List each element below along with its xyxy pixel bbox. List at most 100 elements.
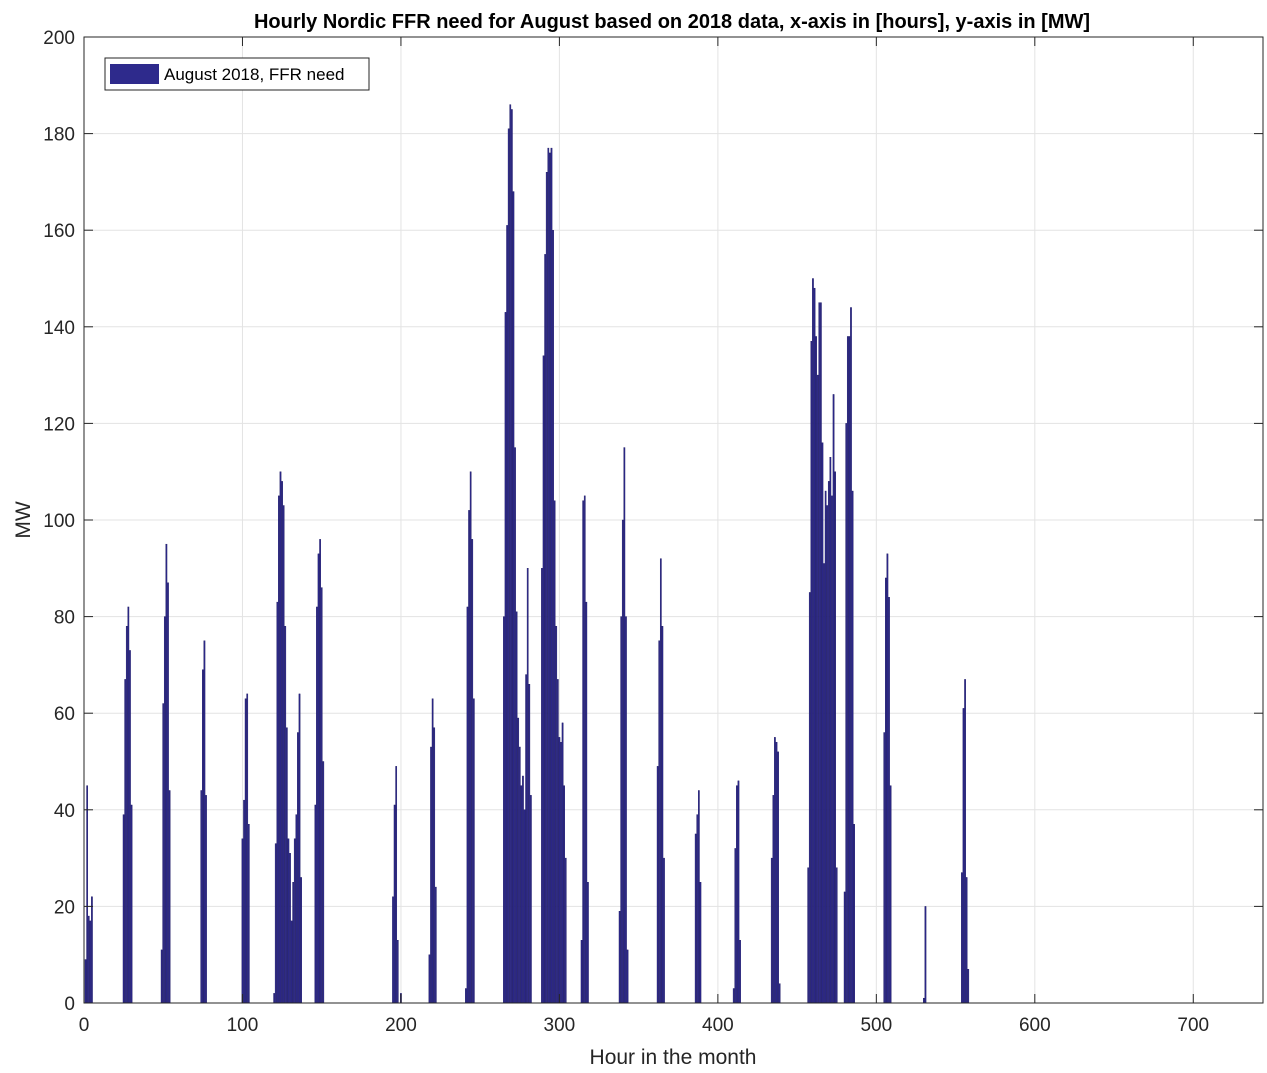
y-tick-labels: 0 20 40 60 80 100 120 140 160 180 200 (43, 28, 75, 1015)
bar (162, 703, 165, 1004)
bar (853, 824, 855, 1004)
x-tick-label: 500 (860, 1015, 892, 1036)
bar (292, 882, 295, 1004)
bar (472, 698, 475, 1004)
bar (520, 785, 523, 1004)
bar (246, 693, 249, 1004)
bar (295, 814, 298, 1004)
bar (587, 882, 589, 1004)
bar (130, 804, 133, 1004)
bar (923, 997, 925, 1004)
bar (694, 833, 697, 1004)
bar (428, 954, 431, 1004)
bar (84, 959, 87, 1004)
bar (547, 147, 550, 1004)
bar (815, 336, 817, 1004)
bar (279, 471, 282, 1004)
bar (965, 877, 968, 1004)
bar (770, 857, 773, 1004)
bar (623, 447, 626, 1004)
bar (297, 732, 299, 1004)
bar (772, 795, 775, 1004)
bar (967, 968, 970, 1004)
bar (127, 606, 130, 1004)
bar (203, 640, 206, 1004)
bar (661, 626, 664, 1004)
bar (393, 804, 396, 1004)
bar (504, 312, 507, 1004)
bar (431, 698, 434, 1004)
bar (818, 302, 821, 1004)
bar (843, 891, 846, 1004)
bar (122, 814, 125, 1004)
bar (466, 606, 469, 1004)
bar (563, 785, 565, 1004)
bar (826, 505, 829, 1004)
bar (430, 746, 432, 1004)
legend: August 2018, FFR need (104, 57, 370, 91)
bar (293, 838, 296, 1004)
bar (545, 172, 548, 1004)
bar (125, 626, 128, 1004)
bar (87, 915, 90, 1004)
bar (200, 790, 203, 1004)
bar (621, 519, 624, 1004)
bar (465, 988, 467, 1004)
bar (523, 809, 526, 1004)
bar (320, 587, 323, 1004)
bar (821, 442, 824, 1004)
y-tick-label: 60 (54, 704, 75, 725)
bar (834, 471, 836, 1004)
bar (774, 737, 776, 1004)
bar (558, 737, 561, 1004)
y-tick-label: 180 (43, 125, 75, 146)
bar (810, 341, 813, 1004)
bar (582, 500, 585, 1004)
bar (561, 722, 564, 1004)
bar (512, 191, 515, 1004)
y-tick-label: 140 (43, 318, 75, 339)
bar (625, 616, 627, 1004)
y-tick-label: 20 (54, 897, 75, 918)
bar (544, 254, 546, 1004)
bar (468, 510, 470, 1004)
bar (160, 949, 163, 1004)
bar (883, 732, 886, 1004)
bar (832, 394, 835, 1004)
bar (550, 147, 553, 1004)
bar (247, 824, 250, 1004)
bar (823, 563, 825, 1004)
bar (845, 423, 848, 1004)
bar (395, 766, 398, 1004)
bar (165, 543, 168, 1004)
bar (658, 640, 661, 1004)
bar (526, 568, 529, 1004)
bar (471, 539, 474, 1004)
x-tick-label: 300 (544, 1015, 576, 1036)
bar (434, 886, 437, 1004)
y-tick-label: 200 (43, 28, 75, 49)
bar (555, 626, 558, 1004)
bar (517, 717, 520, 1004)
bar (560, 741, 562, 1004)
bar (553, 500, 556, 1004)
legend-label: August 2018, FFR need (164, 65, 345, 84)
bar (316, 606, 318, 1004)
bar (885, 577, 887, 1004)
bar (300, 877, 302, 1004)
bar (287, 838, 290, 1004)
bar (835, 867, 838, 1004)
bar (124, 679, 127, 1004)
bar (205, 795, 207, 1004)
bar (663, 857, 665, 1004)
bar (514, 447, 516, 1004)
bar (168, 790, 171, 1004)
bar (290, 920, 293, 1004)
bar (659, 558, 662, 1004)
bar (541, 568, 543, 1004)
bar (542, 355, 545, 1004)
x-tick-label: 400 (702, 1015, 734, 1036)
bar (808, 592, 811, 1004)
